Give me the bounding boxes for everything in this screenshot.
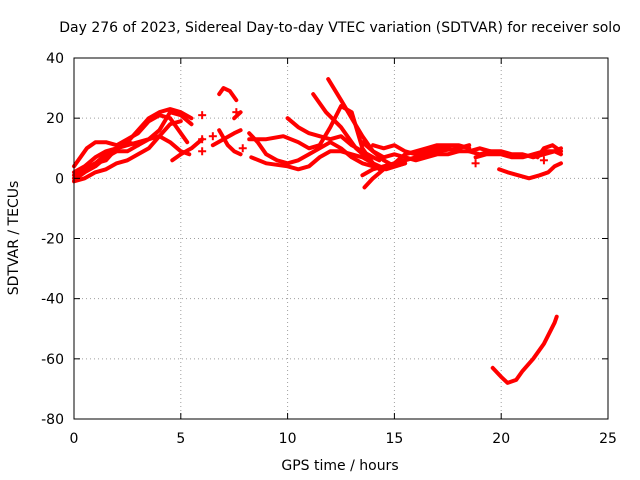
series-arc5: [72, 107, 194, 178]
series-arc8: [217, 86, 239, 103]
plus-marker: [539, 156, 548, 165]
series-arc25: [535, 143, 563, 160]
x-tick-label: 0: [70, 431, 79, 447]
plus-marker: [198, 111, 207, 120]
x-tick-label: 10: [279, 431, 297, 447]
series-arc4: [72, 110, 194, 175]
series-arc15: [285, 116, 382, 163]
chart-title: Day 276 of 2023, Sidereal Day-to-day VTE…: [59, 20, 621, 36]
data-series-group: [72, 77, 563, 385]
x-tick-label: 15: [385, 431, 403, 447]
series-arc24: [497, 161, 563, 181]
series-arc19: [362, 143, 472, 190]
series-arc26: [490, 314, 559, 385]
plus-marker: [198, 147, 207, 156]
x-tick-label: 5: [176, 431, 185, 447]
series-arc7: [170, 137, 205, 163]
series-arc23: [473, 149, 563, 160]
y-axis-label: SDTVAR / TECUs: [6, 181, 22, 296]
x-axis-label: GPS time / hours: [281, 458, 398, 474]
series-arc2: [72, 119, 183, 184]
y-tick-label: -80: [41, 412, 64, 428]
series-arc20: [360, 140, 461, 163]
plus-marker: [238, 144, 247, 153]
y-tick-label: -40: [41, 292, 64, 308]
plus-marker: [208, 132, 217, 141]
x-tick-label: 20: [492, 431, 510, 447]
y-tick-label: 40: [46, 51, 64, 67]
series-arc10: [217, 128, 243, 157]
y-tick-label: -20: [41, 232, 64, 248]
y-tick-label: 20: [46, 111, 64, 127]
series-arc6: [74, 134, 192, 181]
y-tick-label: -60: [41, 352, 64, 368]
series-arc11: [232, 110, 243, 121]
series-arc12: [247, 131, 375, 169]
y-tick-label: 0: [55, 171, 64, 187]
axis-ticks: 0 5 10 15 20 25 40 20 0 -20 -40 -60 -80: [41, 51, 617, 447]
x-tick-label: 25: [599, 431, 617, 447]
plus-marker: [471, 159, 480, 168]
plus-marker: [232, 108, 241, 117]
series-arc14: [249, 149, 375, 172]
plus-marker: [198, 135, 207, 144]
series-arc9: [210, 128, 243, 148]
